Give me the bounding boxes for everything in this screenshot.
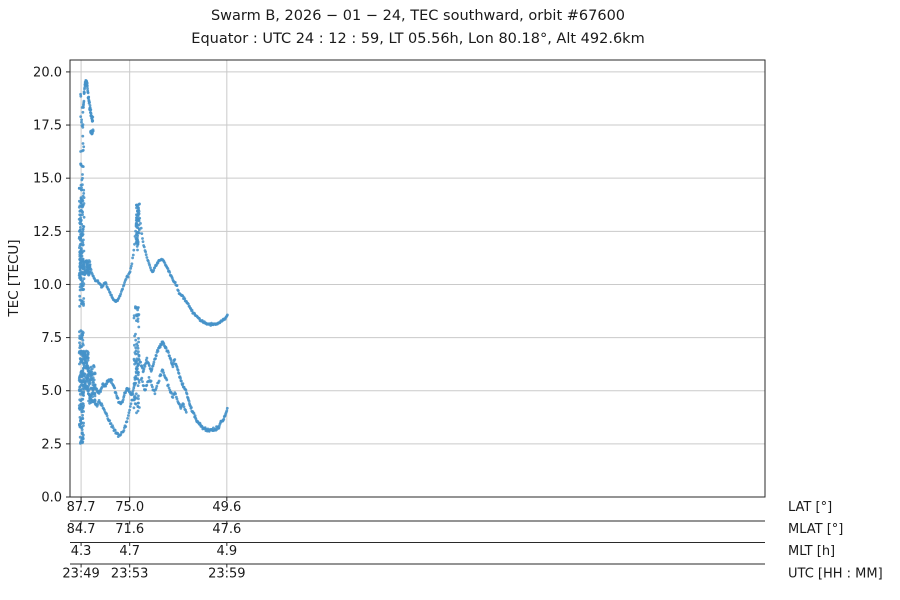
xtick-label-row3: 23:49 [62, 567, 99, 582]
ytick-label: 10.0 [33, 278, 62, 293]
scatter-points [77, 79, 229, 445]
xtick-label-row2: 4.3 [71, 544, 92, 559]
y-axis-label: TEC [TECU] [6, 239, 22, 317]
ytick-label: 2.5 [41, 437, 62, 452]
xtick-label-row1: 84.7 [67, 522, 96, 537]
plot-frame [69, 59, 766, 498]
xtick-label-row3: 23:59 [208, 567, 245, 582]
x-axis-row-name: LAT [°] [788, 500, 832, 515]
ytick-label: 7.5 [41, 331, 62, 346]
xtick-label-row2: 4.9 [216, 544, 237, 559]
x-axis-row-name: UTC [HH : MM] [788, 567, 883, 582]
x-axis-row-name: MLAT [°] [788, 522, 843, 537]
xtick-label-row0: 75.0 [115, 500, 144, 515]
x-axis-row-name: MLT [h] [788, 544, 835, 559]
xtick-label-row1: 47.6 [212, 522, 241, 537]
xtick-label-row0: 49.6 [212, 500, 241, 515]
ytick-label: 0.0 [41, 491, 62, 506]
xtick-label-row3: 23:53 [111, 567, 148, 582]
ytick-label: 17.5 [33, 119, 62, 134]
ytick-label: 20.0 [33, 65, 62, 80]
xtick-label-row1: 71.6 [115, 522, 144, 537]
ytick-label: 12.5 [33, 225, 62, 240]
ytick-label: 5.0 [41, 384, 62, 399]
xtick-label-row2: 4.7 [119, 544, 140, 559]
figure-title: Swarm B, 2026 − 01 − 24, TEC southward, … [210, 8, 626, 24]
ytick-label: 15.0 [33, 172, 62, 187]
xtick-label-row0: 87.7 [67, 500, 96, 515]
figure-subtitle: Equator : UTC 24 : 12 : 59, LT 05.56h, L… [191, 31, 645, 47]
